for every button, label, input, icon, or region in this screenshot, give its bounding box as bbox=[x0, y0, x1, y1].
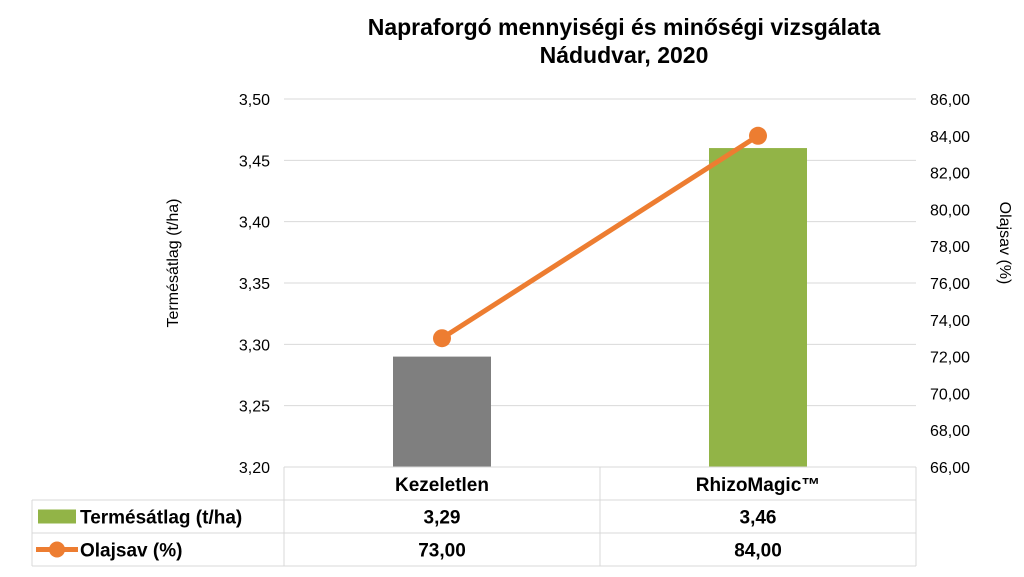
left-axis-tick-label: 3,25 bbox=[239, 399, 270, 416]
olajsav-line bbox=[439, 133, 761, 341]
gridlines bbox=[284, 98, 916, 407]
data-table: Kezeletlen RhizoMagic™ Termésátlag (t/ha) 3… bbox=[31, 466, 917, 567]
left-axis: 3,20 3,25 3,30 3,35 3,40 3,45 3,50 Termésátlag … bbox=[165, 92, 270, 477]
right-axis-tick-label: 74,00 bbox=[930, 313, 970, 330]
chart-title: Napraforgó mennyiségi és minőségi vizsgá… bbox=[368, 14, 881, 68]
olajsav-marker bbox=[433, 329, 451, 348]
bar-kezeletlen bbox=[393, 356, 491, 467]
left-axis-tick-label: 3,50 bbox=[239, 92, 270, 109]
right-axis-tick-label: 80,00 bbox=[930, 202, 970, 219]
right-axis-tick-label: 84,00 bbox=[930, 129, 970, 146]
data-value: 84,00 bbox=[734, 541, 782, 562]
data-value: 3,29 bbox=[424, 508, 461, 529]
left-axis-tick-label: 3,20 bbox=[239, 460, 270, 477]
right-axis-tick-label: 68,00 bbox=[930, 423, 970, 440]
legend-key-marker bbox=[49, 541, 65, 558]
left-axis-tick-label: 3,35 bbox=[239, 276, 270, 293]
right-axis-tick-label: 76,00 bbox=[930, 276, 970, 293]
right-axis-tick-label: 70,00 bbox=[930, 386, 970, 403]
right-axis-tick-label: 72,00 bbox=[930, 350, 970, 367]
right-axis-tick-label: 86,00 bbox=[930, 92, 970, 109]
right-axis: 66,00 68,00 70,00 72,00 74,00 76,00 78,00 80,00… bbox=[930, 92, 1013, 477]
category-label: RhizoMagic™ bbox=[696, 475, 821, 496]
right-axis-tick-label: 66,00 bbox=[930, 460, 970, 477]
line-series bbox=[433, 126, 767, 348]
series-name: Termésátlag (t/ha) bbox=[80, 508, 242, 529]
right-axis-title: Olajsav (%) bbox=[996, 202, 1013, 285]
legend-key-bar bbox=[38, 509, 76, 524]
left-axis-tick-label: 3,30 bbox=[239, 337, 270, 354]
left-axis-tick-label: 3,40 bbox=[239, 215, 270, 232]
data-value: 3,46 bbox=[740, 508, 777, 529]
category-label: Kezeletlen bbox=[395, 475, 489, 496]
data-value: 73,00 bbox=[418, 541, 466, 562]
series-name: Olajsav (%) bbox=[80, 541, 182, 562]
chart-title-line-2: Nádudvar, 2020 bbox=[540, 42, 709, 68]
right-axis-tick-label: 82,00 bbox=[930, 166, 970, 183]
chart-title-line-1: Napraforgó mennyiségi és minőségi vizsgá… bbox=[368, 14, 881, 40]
left-axis-tick-label: 3,45 bbox=[239, 153, 270, 170]
bar-series bbox=[393, 148, 807, 468]
right-axis-tick-label: 78,00 bbox=[930, 239, 970, 256]
left-axis-title: Termésátlag (t/ha) bbox=[165, 199, 182, 328]
bar-rhizomagic bbox=[709, 148, 807, 468]
olajsav-marker bbox=[749, 126, 767, 145]
